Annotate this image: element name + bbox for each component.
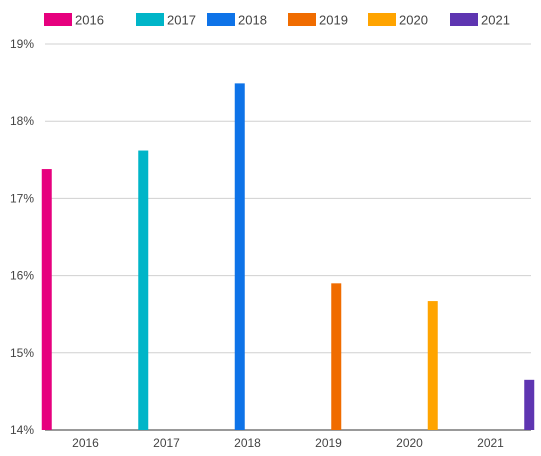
legend-swatch-2019	[288, 13, 316, 26]
legend-label-2021: 2021	[481, 13, 510, 28]
y-tick-label: 18%	[10, 114, 34, 128]
legend-label-2019: 2019	[319, 13, 348, 28]
legend-label-2020: 2020	[399, 13, 428, 28]
legend-swatch-2021	[450, 13, 478, 26]
y-tick-label: 15%	[10, 346, 34, 360]
x-tick-label: 2020	[396, 436, 423, 450]
bar-2017	[138, 150, 149, 430]
y-tick-label: 16%	[10, 269, 34, 283]
x-tick-label: 2018	[234, 436, 261, 450]
x-axis: 2016 2017 2018 2019 2020 2021	[72, 436, 504, 450]
y-tick-label: 19%	[10, 37, 34, 51]
x-tick-label: 2016	[72, 436, 99, 450]
x-tick-label: 2017	[153, 436, 180, 450]
bar-2018	[234, 83, 245, 430]
legend-label-2016: 2016	[75, 13, 104, 28]
bar-2021	[524, 379, 535, 430]
bar-2016	[41, 169, 52, 430]
bars	[41, 83, 535, 430]
legend-swatch-2016	[44, 13, 72, 26]
y-axis: 14% 15% 16% 17% 18% 19%	[10, 37, 34, 437]
y-tick-label: 14%	[10, 423, 34, 437]
x-tick-label: 2019	[315, 436, 342, 450]
bar-2019	[331, 283, 342, 430]
legend-label-2018: 2018	[238, 13, 267, 28]
y-gridlines	[45, 43, 531, 431]
bar-2020	[427, 301, 438, 430]
legend-swatch-2020	[368, 13, 396, 26]
legend: 2016 2017 2018 2019 2020 2021	[44, 13, 510, 28]
legend-swatch-2017	[136, 13, 164, 26]
legend-label-2017: 2017	[167, 13, 196, 28]
legend-swatch-2018	[207, 13, 235, 26]
y-tick-label: 17%	[10, 191, 34, 205]
x-tick-label: 2021	[477, 436, 504, 450]
